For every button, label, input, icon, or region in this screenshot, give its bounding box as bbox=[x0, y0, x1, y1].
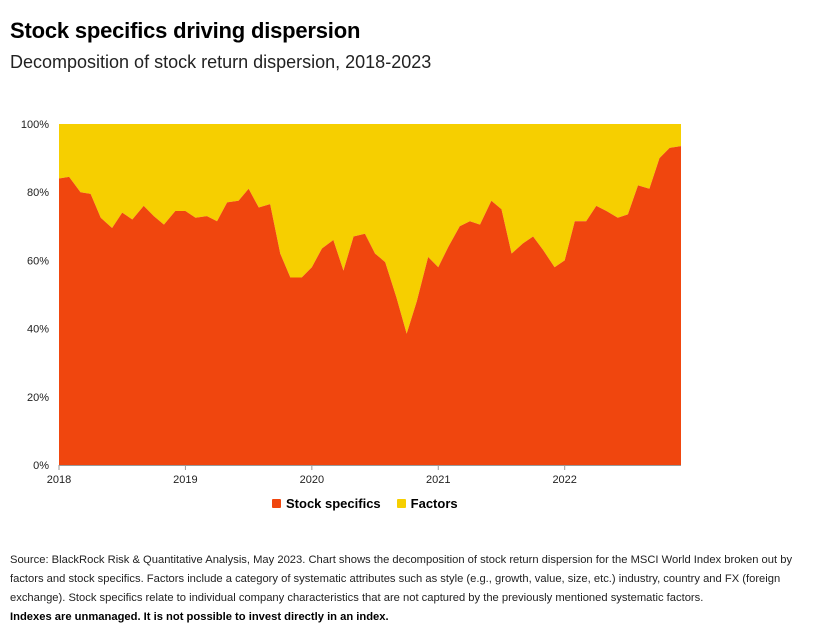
legend-label-factors: Factors bbox=[410, 496, 458, 511]
legend-item-stock-specifics: Stock specifics bbox=[272, 496, 381, 511]
y-tick-label: 100% bbox=[21, 119, 49, 131]
chart-subtitle: Decomposition of stock return dispersion… bbox=[10, 52, 432, 72]
x-tick-label: 2021 bbox=[426, 474, 450, 486]
y-tick-label: 0% bbox=[33, 460, 49, 472]
legend-swatch-factors bbox=[396, 499, 406, 508]
legend: Stock specifics Factors bbox=[272, 496, 458, 511]
x-tick-label: 2022 bbox=[552, 474, 576, 486]
y-tick-label: 60% bbox=[27, 255, 49, 267]
x-tick-label: 2019 bbox=[173, 474, 197, 486]
x-axis: 2018 2019 2020 2021 2022 bbox=[47, 465, 681, 486]
source-note: Source: BlackRock Risk & Quantitative An… bbox=[10, 551, 825, 627]
y-axis: 0% 20% 40% 60% 80% 100% bbox=[21, 119, 49, 472]
plot-area bbox=[59, 124, 681, 465]
legend-label-stock-specifics: Stock specifics bbox=[286, 496, 381, 511]
source-text: Source: BlackRock Risk & Quantitative An… bbox=[10, 554, 793, 604]
area-factors bbox=[59, 124, 681, 334]
stacked-area-chart: 0% 20% 40% 60% 80% 100% 2018 2019 2020 2021 2022 bbox=[21, 119, 681, 486]
disclaimer-text: Indexes are unmanaged. It is not possibl… bbox=[10, 611, 389, 623]
x-tick-label: 2018 bbox=[47, 474, 71, 486]
chart-title: Stock specifics driving dispersion bbox=[10, 18, 361, 43]
y-tick-label: 20% bbox=[27, 392, 49, 404]
y-tick-label: 80% bbox=[27, 187, 49, 199]
legend-item-factors: Factors bbox=[396, 496, 458, 511]
area-stock-specifics bbox=[59, 146, 681, 465]
y-tick-label: 40% bbox=[27, 324, 49, 336]
legend-swatch-stock-specifics bbox=[272, 499, 281, 508]
x-tick-label: 2020 bbox=[300, 474, 324, 486]
